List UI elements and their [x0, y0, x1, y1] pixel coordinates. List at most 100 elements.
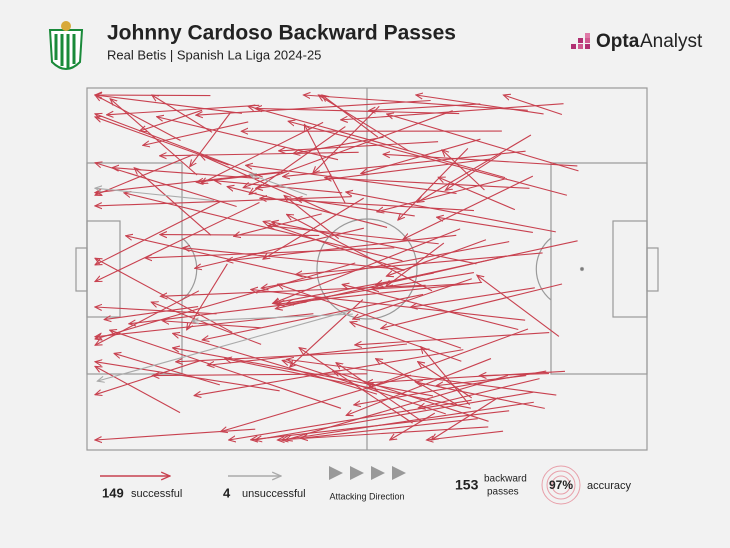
- pass-arrow: [284, 195, 340, 240]
- pass-arrow: [273, 228, 461, 303]
- pass-arrow: [251, 289, 526, 321]
- pass-arrow: [110, 99, 198, 176]
- pass-arrow: [287, 272, 475, 304]
- pass-arrow: [410, 287, 535, 307]
- title: Johnny Cardoso Backward Passes: [107, 22, 456, 45]
- pass-arrow: [346, 358, 492, 416]
- pass-arrow: [436, 375, 527, 386]
- subtitle: Real Betis | Spanish La Liga 2024-25: [107, 47, 321, 62]
- pass-arrow: [445, 153, 502, 190]
- pass-arrow: [346, 192, 556, 233]
- pass-arrow: [249, 126, 346, 195]
- pass-arrow: [442, 150, 485, 191]
- pass-arrow: [140, 109, 203, 131]
- pass-arrow: [368, 328, 529, 388]
- pass-arrow: [95, 307, 217, 315]
- pass-arrow: [95, 200, 222, 265]
- pass-arrow: [403, 175, 534, 239]
- pass-arrow: [342, 284, 519, 331]
- pass-arrow: [104, 306, 199, 320]
- pass-arrow: [160, 284, 426, 296]
- pass-arrow: [341, 103, 564, 120]
- pass-arrow: [95, 154, 194, 196]
- pass-arrow: [285, 374, 509, 440]
- pass-arrow: [355, 331, 550, 345]
- pass-arrow: [288, 121, 568, 196]
- pass-arrow: [95, 114, 264, 178]
- pass-arrow: [390, 412, 436, 440]
- legend-label: unsuccessful: [242, 488, 306, 500]
- pass-arrow: [114, 353, 220, 386]
- pass-arrow: [249, 174, 308, 196]
- pass-arrow: [195, 227, 365, 268]
- pass-arrow: [110, 330, 342, 409]
- pass-arrow: [275, 255, 507, 309]
- pass-arrow: [152, 95, 213, 133]
- pass-arrow: [350, 322, 462, 362]
- pass-arrow: [190, 112, 231, 167]
- pass-arrow: [376, 359, 458, 406]
- pass-arrow: [95, 95, 242, 114]
- brand-logo: [571, 33, 590, 49]
- pass-arrow: [225, 359, 471, 409]
- direction-label: Attacking Direction: [329, 491, 404, 501]
- brand-name: Opta: [596, 31, 640, 52]
- pass-arrow: [97, 309, 353, 381]
- pass-arrow: [283, 150, 526, 176]
- pass-arrow: [243, 110, 453, 188]
- pass-arrow: [303, 95, 528, 111]
- pass-arrow: [336, 363, 423, 422]
- pass-arrow: [176, 348, 430, 362]
- pass-arrow: [304, 124, 346, 204]
- pass-arrow: [95, 428, 256, 440]
- pass-arrow: [503, 95, 563, 116]
- pass-arrow: [421, 347, 471, 406]
- pass-arrow: [107, 104, 260, 115]
- pass-arrow: [248, 106, 506, 179]
- pass-arrow: [398, 147, 469, 220]
- pass-arrow: [126, 236, 314, 279]
- legend-label: successful: [131, 488, 182, 500]
- pass-arrow: [301, 418, 478, 439]
- pass-arrow: [372, 283, 470, 290]
- pass-arrow: [278, 284, 462, 349]
- pass-arrow: [268, 226, 439, 245]
- pass-arrow: [277, 426, 489, 440]
- club-crest: [48, 21, 84, 70]
- pass-arrow: [234, 213, 322, 236]
- pass-arrow: [287, 214, 433, 292]
- pass-arrow: [431, 397, 499, 440]
- pass-arrow: [246, 165, 457, 195]
- pass-arrow: [194, 349, 464, 396]
- pass-arrow: [95, 290, 200, 345]
- pass-arrow: [261, 241, 510, 288]
- pass-arrow: [95, 188, 215, 202]
- pass-arrow: [95, 362, 280, 392]
- pass-arrow: [157, 117, 339, 161]
- pass-arrow: [95, 202, 260, 282]
- total-count: 153: [455, 477, 479, 493]
- pass-arrow: [95, 359, 202, 394]
- pass-arrow: [325, 178, 530, 189]
- accuracy-label: accuracy: [587, 480, 632, 492]
- pass-arrow: [386, 242, 445, 287]
- pass-arrow: [202, 293, 424, 340]
- pass-arrow: [418, 378, 540, 408]
- brand-name: Analyst: [640, 31, 703, 52]
- pass-arrow: [95, 366, 181, 414]
- pass-arrow: [260, 198, 474, 212]
- pass-arrow: [477, 275, 560, 337]
- pass-arrow: [426, 430, 504, 440]
- pass-arrow: [173, 333, 378, 395]
- pass-arrow: [256, 158, 491, 188]
- pass-arrow: [151, 302, 262, 345]
- pass-arrow: [418, 362, 473, 399]
- legend-count: 149: [102, 485, 124, 500]
- pass-arrow: [271, 222, 477, 265]
- pass-arrow: [281, 401, 534, 440]
- passes: [95, 95, 579, 440]
- total-label: passes: [487, 487, 519, 498]
- pass-arrow: [95, 117, 229, 166]
